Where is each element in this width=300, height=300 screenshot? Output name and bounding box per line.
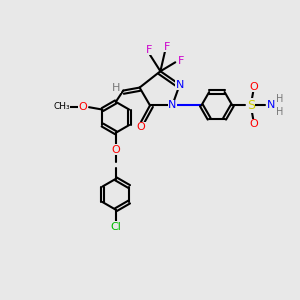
Text: H: H [276, 94, 283, 104]
Text: N: N [168, 100, 176, 110]
Text: H: H [112, 82, 120, 93]
Text: S: S [247, 99, 255, 112]
Text: F: F [164, 42, 170, 52]
Text: O: O [137, 122, 146, 132]
Text: H: H [276, 107, 283, 117]
Text: O: O [79, 102, 88, 112]
Text: F: F [178, 56, 184, 66]
Text: F: F [146, 44, 152, 55]
Text: N: N [267, 100, 275, 110]
Text: Cl: Cl [110, 222, 121, 232]
Text: CH₃: CH₃ [53, 102, 70, 111]
Text: O: O [249, 82, 258, 92]
Text: O: O [249, 119, 258, 129]
Text: N: N [176, 80, 184, 90]
Text: O: O [111, 145, 120, 155]
